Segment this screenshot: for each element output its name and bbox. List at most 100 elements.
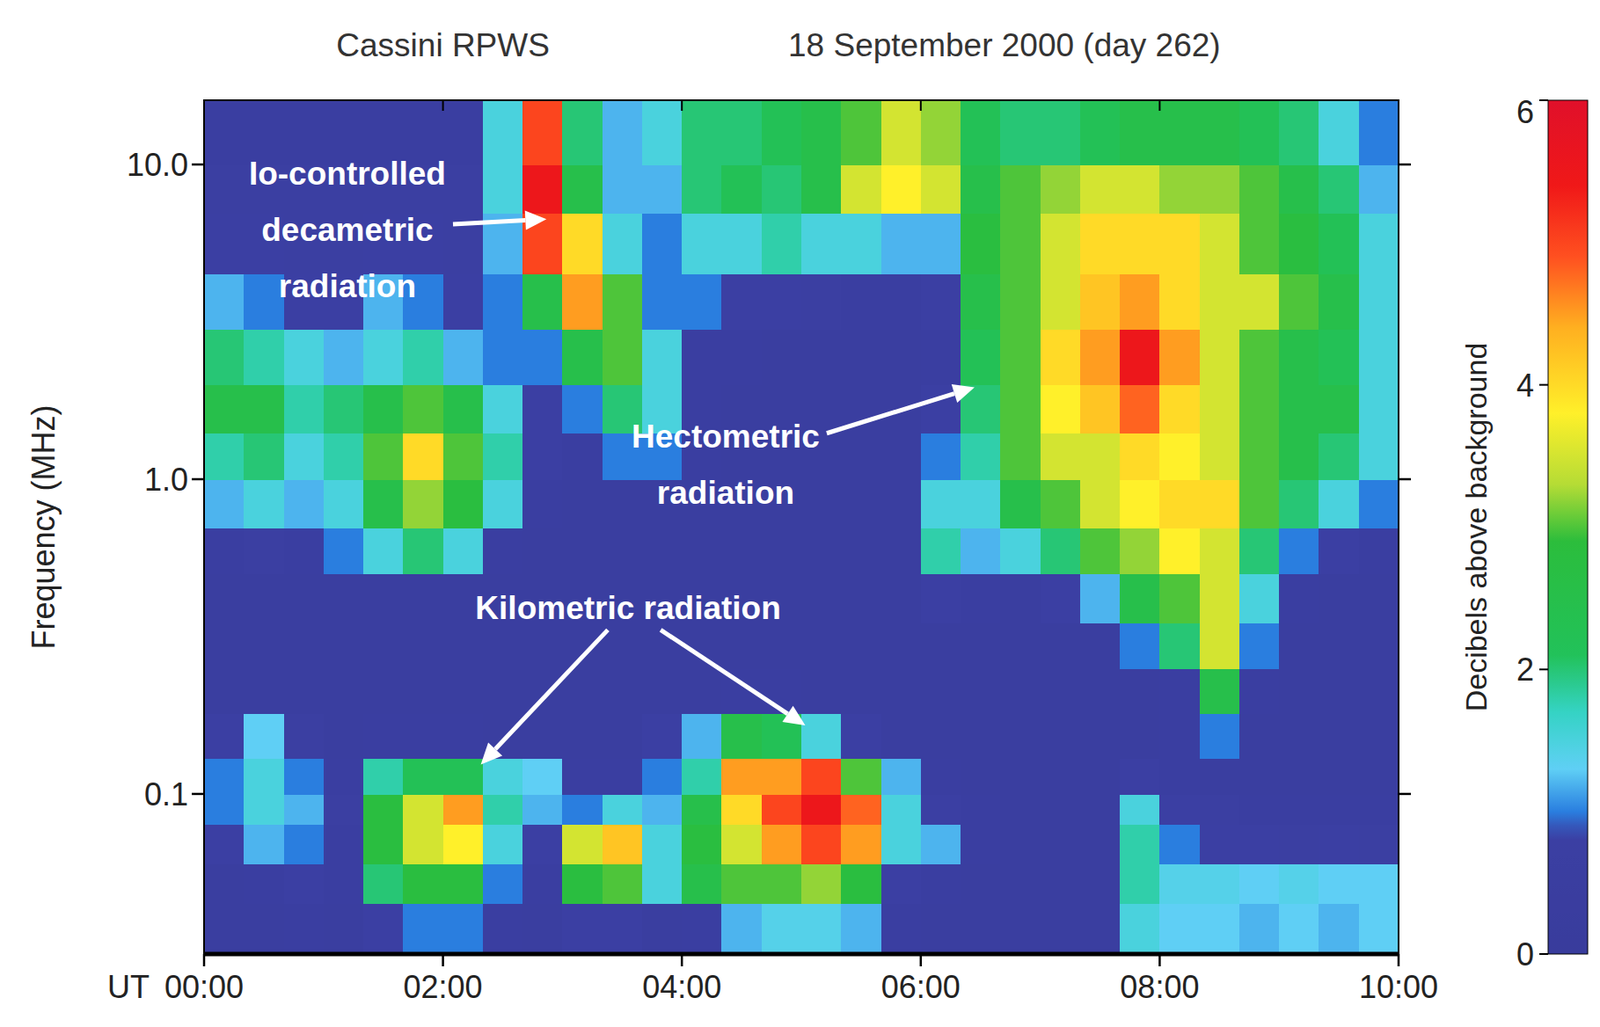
heatmap-cell [482,758,524,795]
heatmap-cell [204,574,245,624]
heatmap-cell [721,825,762,865]
heatmap-cell [1278,903,1320,955]
heatmap-cell [642,328,683,386]
annotation-arrowhead [481,742,503,765]
heatmap-cell [1000,794,1041,826]
heatmap-cell [840,574,882,624]
heatmap-cell [1239,479,1280,529]
heatmap-cell [363,622,404,670]
heatmap-cell [960,825,1001,865]
heatmap-cell [920,574,962,624]
heatmap-cell [761,164,803,214]
heatmap-cell [1159,903,1200,955]
heatmap-cell [761,622,803,670]
heatmap-cell [1318,213,1359,275]
heatmap-cell [881,669,922,716]
heatmap-cell [1318,825,1359,865]
heatmap-cell [323,825,365,865]
heatmap-cell [642,164,683,214]
heatmap-cell [562,714,603,760]
heatmap-cell [801,164,842,214]
heatmap-cell [761,527,803,575]
heatmap-cell [522,328,563,386]
heatmap-cell [243,328,285,386]
heatmap-cell [562,479,603,529]
heatmap-cell [642,527,683,575]
y-tick-label: 1.0 [144,461,189,498]
heatmap-cell [363,384,404,434]
heatmap-cell [363,574,404,624]
heatmap-cell [323,479,365,529]
heatmap-cell [522,758,563,795]
heatmap-cell [204,273,245,330]
heatmap-cell [482,794,524,826]
heatmap-cell [522,669,563,716]
heatmap-cell [204,758,245,795]
heatmap-cell [840,794,882,826]
heatmap-cell [1358,273,1399,330]
heatmap-cell [602,273,643,330]
heatmap-cell [1318,527,1359,575]
heatmap-cell [562,100,603,166]
heatmap-cell [1239,669,1280,716]
heatmap-cell [1119,164,1161,214]
heatmap-cell [801,622,842,670]
heatmap-cell [562,273,603,330]
heatmap-cell [1080,100,1121,166]
heatmap-cell [1080,328,1121,386]
heatmap-cell [1199,758,1241,795]
heatmap-cell [1159,794,1200,826]
heatmap-cell [443,669,484,716]
heatmap-cell [1239,328,1280,386]
heatmap-cell [721,794,762,826]
x-tick-top [1397,100,1400,111]
heatmap-cell [1318,794,1359,826]
heatmap-cell [1040,758,1082,795]
heatmap-cell [1239,164,1280,214]
heatmap-cell [243,758,285,795]
heatmap-cell [881,903,922,955]
heatmap-cell [1080,384,1121,434]
heatmap-cell [1040,825,1082,865]
heatmap-cell [443,384,484,434]
heatmap-cell [323,622,365,670]
heatmap-cell [721,903,762,955]
heatmap-cell [642,863,683,904]
heatmap-cell [602,622,643,670]
annotation-text: radiation [657,474,795,512]
x-tick-top [920,100,922,111]
heatmap-cell [721,100,762,166]
heatmap-cell [243,384,285,434]
heatmap-cell [801,273,842,330]
heatmap-cell [284,433,325,481]
heatmap-cell [204,622,245,670]
heatmap-cell [1278,213,1320,275]
heatmap-cell [1159,527,1200,575]
x-tick [920,954,923,967]
heatmap-cell [482,164,524,214]
heatmap-cell [1000,903,1041,955]
heatmap-cell [1159,328,1200,386]
annotation-arrowhead [781,706,805,726]
heatmap-cell [1119,863,1161,904]
heatmap-cell [801,758,842,795]
heatmap-cell [443,527,484,575]
heatmap-cell [1040,714,1082,760]
heatmap-cell [1080,903,1121,955]
heatmap-cell [204,714,245,760]
heatmap-cell [602,825,643,865]
heatmap-cell [1159,100,1200,166]
heatmap-cell [522,794,563,826]
heatmap-cell [761,328,803,386]
heatmap-cell [284,758,325,795]
heatmap-cell [920,479,962,529]
heatmap-cell [920,669,962,716]
heatmap-cell [1318,479,1359,529]
heatmap-cell [1119,758,1161,795]
heatmap-cell [204,328,245,386]
heatmap-cell [1159,213,1200,275]
heatmap-cell [1358,903,1399,955]
heatmap-cell [1358,433,1399,481]
y-tick [191,478,205,482]
heatmap-cell [1119,825,1161,865]
